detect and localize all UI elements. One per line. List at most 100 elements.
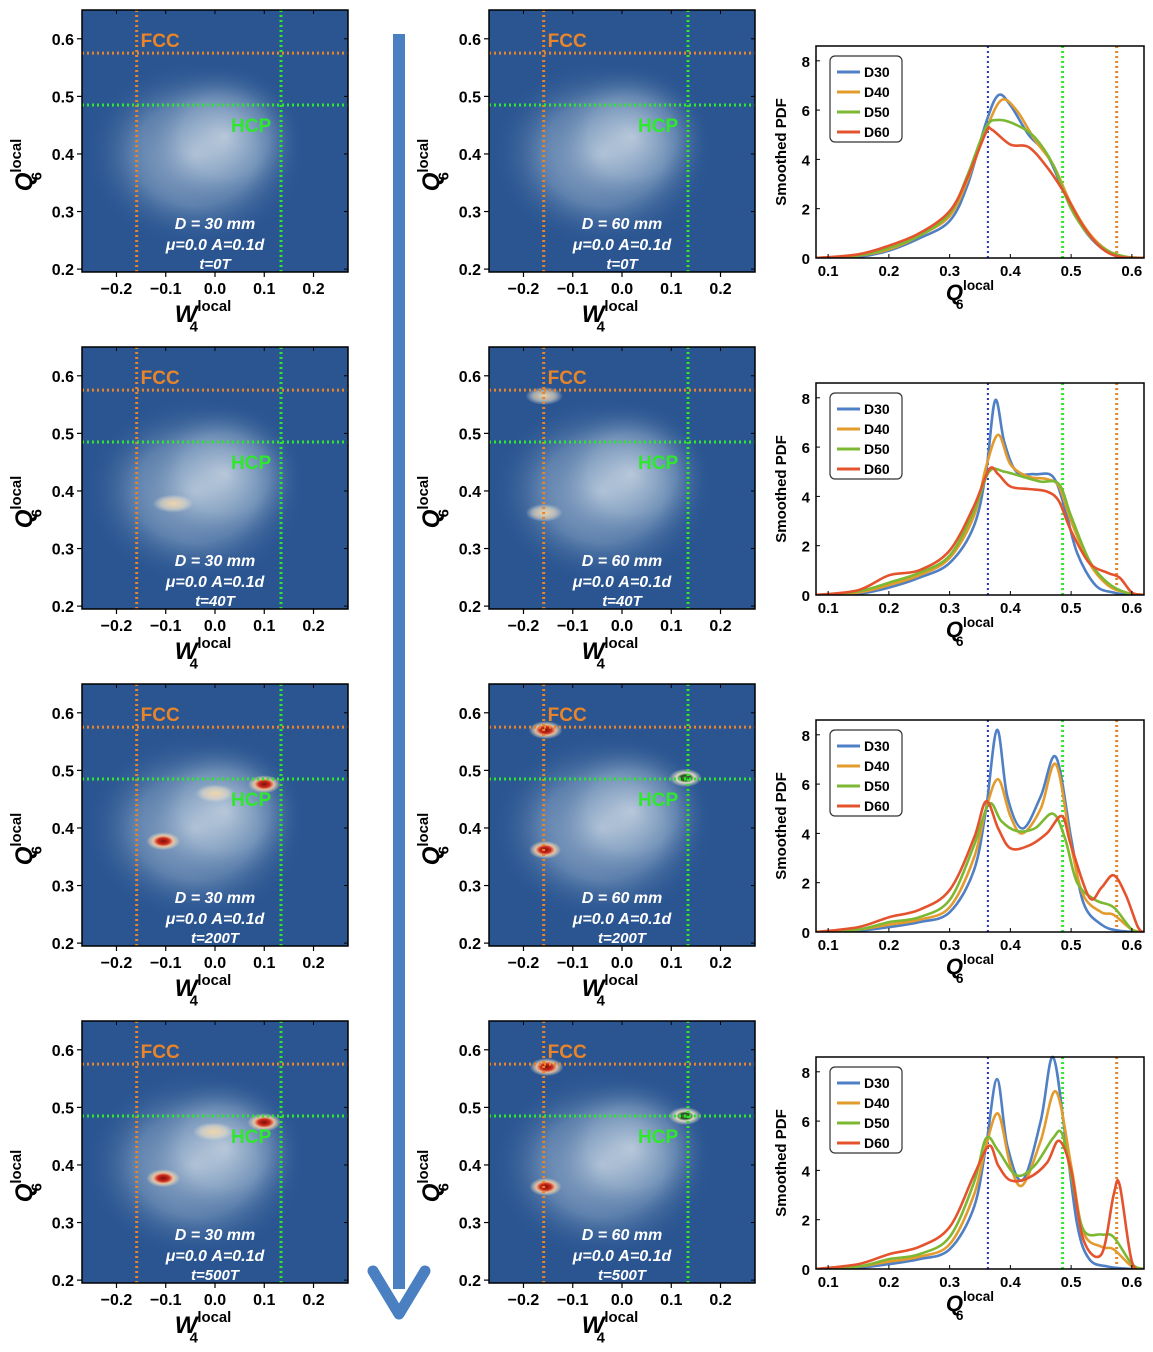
y-tick-label: 0.6 — [52, 706, 74, 723]
pdf-x-axis-label-sub: 6 — [956, 297, 964, 312]
y-axis-label-base: Q — [418, 509, 445, 528]
fcc-label: FCC — [141, 1042, 180, 1063]
heatmap-panel-r3c2: FCC HCP D = 60 mm μ=0.0 A=0.1d t=200T −0.2 −0.… — [416, 683, 756, 1010]
pdf-x-axis-label: Qlocal 6 — [946, 952, 994, 986]
pdf-frame — [815, 719, 1145, 933]
y-tick-label: 0.3 — [52, 205, 74, 222]
y-axis-label-sup: local — [9, 476, 25, 510]
y-axis-label-base: Q — [11, 509, 38, 528]
heatmap-density — [83, 733, 308, 923]
x-axis-label-sub: 4 — [190, 1331, 199, 1347]
pdf-x-tick-label: 0.2 — [878, 263, 899, 280]
y-axis-label-sup: local — [9, 139, 25, 173]
x-axis-label-sub: 4 — [190, 994, 199, 1010]
heatmap-panel-r1c1: FCC HCP D = 30 mm μ=0.0 A=0.1d t=0T −0.2 −0.1 0… — [9, 9, 349, 336]
pdf-y-tick-label: 2 — [802, 539, 810, 556]
pdf-y-tick-label: 8 — [802, 1065, 810, 1082]
x-tick-label: 0.1 — [660, 281, 682, 298]
x-axis-label: Wlocal 4 — [175, 973, 232, 1009]
arrow-head-icon — [367, 1265, 431, 1320]
x-tick-label: 0.0 — [204, 1292, 226, 1309]
pdf-x-tick-label: 0.6 — [1121, 937, 1142, 954]
pdf-x-tick-label: 0.2 — [878, 937, 899, 954]
y-axis-label-text: Qlocal 6 — [416, 1150, 452, 1203]
hcp-label: HCP — [638, 453, 678, 474]
info-time-label: t=0T — [199, 256, 232, 273]
y-axis-label-sup: local — [9, 813, 25, 847]
info-time-label: t=500T — [598, 1267, 648, 1284]
x-tick-label: −0.2 — [101, 1292, 133, 1309]
x-tick-label: 0.0 — [611, 618, 633, 635]
x-tick-label: −0.2 — [101, 955, 133, 972]
info-time-label: t=40T — [195, 593, 236, 610]
pdf-x-tick-label: 0.5 — [1061, 263, 1082, 280]
heatmap-density — [83, 59, 308, 249]
x-tick-label: −0.1 — [557, 955, 589, 972]
y-axis-label-sub: 6 — [30, 846, 46, 854]
pdf-y-tick-label: 6 — [802, 1114, 810, 1131]
y-axis-label-text: Qlocal 6 — [9, 1150, 45, 1203]
x-tick-label: 0.1 — [253, 281, 275, 298]
y-axis-label: Qlocal 6 — [416, 476, 452, 529]
y-axis-label-base: Q — [418, 172, 445, 191]
y-tick-label: 0.6 — [52, 1043, 74, 1060]
fcc-label: FCC — [141, 705, 180, 726]
legend-label-d60: D60 — [864, 798, 890, 814]
pdf-x-tick-label: 0.4 — [1000, 600, 1022, 617]
y-axis-label: Qlocal 6 — [9, 813, 45, 866]
y-tick-label: 0.5 — [459, 426, 481, 443]
y-tick-label: 0.4 — [52, 484, 74, 501]
pdf-legend: D30 D40 D50 D60 — [829, 729, 903, 817]
density-hotspot — [529, 1177, 562, 1196]
heatmap-density — [490, 1058, 715, 1260]
y-tick-label: 0.4 — [459, 1158, 481, 1175]
fcc-label: FCC — [548, 31, 587, 52]
y-tick-label: 0.6 — [459, 369, 481, 386]
y-tick-label: 0.2 — [52, 936, 74, 953]
pdf-y-tick-label: 0 — [802, 588, 810, 605]
pdf-series-group — [816, 93, 1144, 258]
x-tick-label: 0.1 — [253, 618, 275, 635]
info-params-label: μ=0.0 A=0.1d — [165, 237, 266, 254]
pdf-x-axis-label-sub: 6 — [956, 971, 964, 986]
info-time-label: t=500T — [191, 1267, 241, 1284]
x-axis-label-base: W — [582, 301, 607, 328]
series-line-d40 — [816, 1090, 1144, 1269]
heatmap-panel-r4c2: FCC HCP D = 60 mm μ=0.0 A=0.1d t=500T −0.2 −0.… — [416, 1020, 756, 1347]
x-tick-label: −0.1 — [150, 618, 182, 635]
legend-label-d60: D60 — [864, 1135, 890, 1151]
pdf-y-tick-label: 6 — [802, 777, 810, 794]
y-axis-label-sub: 6 — [30, 172, 46, 180]
y-tick-label: 0.5 — [459, 89, 481, 106]
x-axis-label-sub: 4 — [190, 320, 199, 336]
y-tick-label: 0.4 — [52, 147, 74, 164]
pdf-x-axis-label-text: Qlocal 6 — [946, 278, 994, 312]
x-tick-label: −0.1 — [557, 618, 589, 635]
x-tick-label: 0.1 — [253, 955, 275, 972]
y-tick-label: 0.2 — [459, 936, 481, 953]
y-tick-label: 0.6 — [459, 32, 481, 49]
x-tick-label: 0.2 — [709, 618, 731, 635]
legend-label-d40: D40 — [864, 84, 890, 100]
pdf-x-tick-label: 0.3 — [939, 263, 960, 280]
y-axis-label-base: Q — [418, 846, 445, 865]
x-tick-label: −0.1 — [557, 1292, 589, 1309]
y-axis-label: Qlocal 6 — [416, 813, 452, 866]
pdf-x-tick-label: 0.5 — [1061, 600, 1082, 617]
x-tick-label: 0.1 — [660, 955, 682, 972]
pdf-legend: D30 D40 D50 D60 — [829, 55, 903, 143]
pdf-panel-r4c3: 0.1 0.2 0.3 0.4 0.5 0.6 0 2 4 6 8 D30 D40 D50 D60 Smoot… — [773, 1055, 1145, 1323]
y-tick-label: 0.4 — [459, 147, 481, 164]
density-hotspot — [528, 721, 563, 740]
info-size-label: D = 60 mm — [582, 216, 662, 233]
x-axis-label-base: W — [175, 975, 200, 1002]
pdf-y-tick-label: 4 — [802, 1163, 811, 1180]
x-tick-label: 0.0 — [204, 618, 226, 635]
pdf-x-axis-label-sup: local — [963, 952, 994, 967]
pdf-x-tick-label: 0.6 — [1121, 1274, 1142, 1291]
info-params-label: μ=0.0 A=0.1d — [572, 1248, 673, 1265]
panels: FCC HCP D = 30 mm μ=0.0 A=0.1d t=0T −0.2 −0.1 0… — [9, 9, 1145, 1347]
y-axis-label-sub: 6 — [437, 509, 453, 517]
x-tick-label: −0.1 — [150, 1292, 182, 1309]
